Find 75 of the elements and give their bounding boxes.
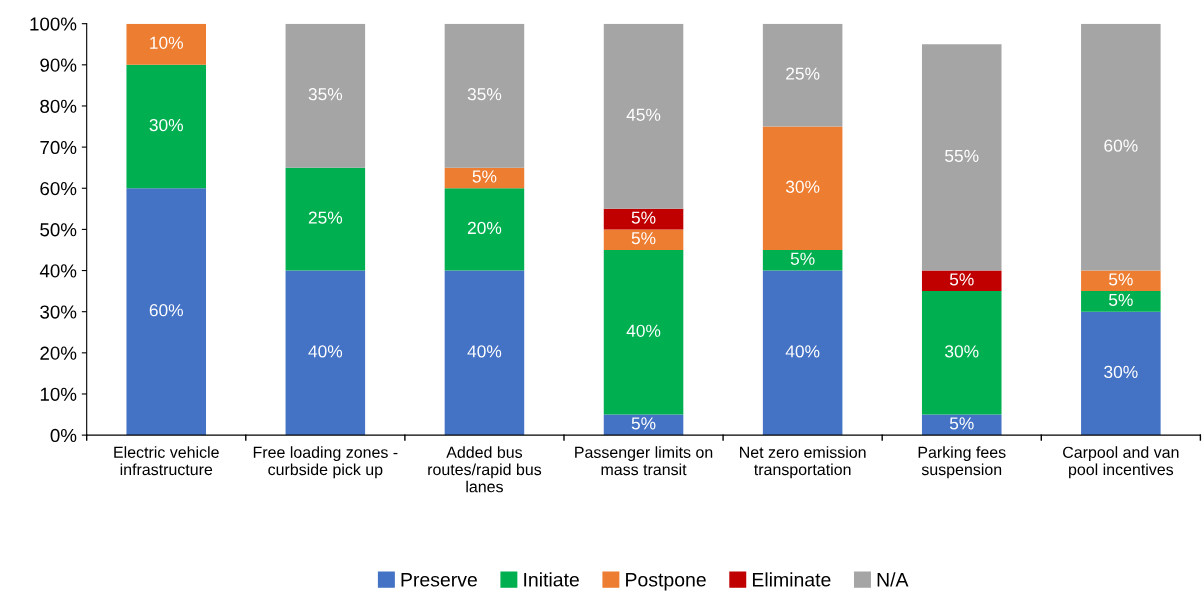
bar [921, 270, 1002, 292]
data-label: 35% [467, 88, 502, 101]
x-tick-label: Net zero emission transportation [740, 446, 866, 479]
y-tick-label: 30% [40, 305, 77, 319]
bar [1081, 311, 1161, 436]
bar [126, 23, 207, 65]
bar [921, 291, 1002, 415]
bar [444, 188, 525, 271]
bar [285, 270, 366, 436]
data-label: 30% [785, 180, 820, 193]
bar [603, 208, 684, 230]
legend-label: Initiate [524, 572, 579, 587]
data-label: 35% [308, 88, 343, 101]
y-tick-label: 40% [39, 264, 77, 278]
x-tick-label: Electric vehicle infrastructure [114, 446, 219, 476]
bar [603, 23, 684, 209]
data-label: 40% [308, 345, 343, 358]
data-label: 55% [945, 149, 979, 163]
data-label: 40% [785, 345, 820, 358]
y-tick-label: 100% [30, 17, 77, 31]
data-label: 45% [626, 108, 661, 121]
data-label: 5% [631, 417, 656, 430]
data-label: 25% [308, 211, 343, 224]
y-tick-label: 50% [40, 223, 77, 237]
bar [603, 229, 684, 250]
data-label: 5% [949, 273, 974, 286]
y-tick-label: 0% [50, 428, 77, 443]
data-label: 5% [631, 232, 656, 245]
bar [603, 249, 684, 415]
legend-label: N/A [877, 572, 909, 587]
data-label: 20% [467, 221, 502, 235]
data-label: 60% [1104, 139, 1138, 152]
data-label: 5% [631, 211, 656, 224]
bar [1081, 270, 1161, 292]
data-label: 10% [150, 36, 183, 49]
bar [126, 188, 207, 436]
data-label: 30% [945, 345, 979, 358]
bar [444, 270, 525, 436]
x-tick-label: Passenger limits on mass transit [575, 446, 713, 476]
bar [762, 126, 843, 250]
data-label: 25% [786, 67, 820, 80]
bar [126, 64, 207, 189]
bar [762, 249, 843, 271]
data-label: 30% [149, 118, 183, 132]
y-tick-label: 10% [40, 387, 77, 401]
data-label: 5% [1108, 293, 1133, 307]
bar [1081, 23, 1161, 271]
data-label: 60% [149, 304, 183, 317]
data-label: 5% [1108, 273, 1133, 286]
bar [762, 23, 843, 127]
legend-label: Preserve [401, 573, 477, 587]
x-tick-label: Carpool and van pool incentives [1063, 446, 1179, 479]
bar [285, 23, 366, 168]
data-label: 5% [472, 170, 497, 183]
y-tick-label: 90% [40, 58, 77, 72]
bar [762, 270, 843, 436]
legend-label: Postpone [626, 573, 706, 591]
data-label: 40% [467, 345, 502, 358]
legend-label: Eliminate [752, 572, 831, 587]
bar [444, 167, 525, 189]
x-tick-label: Free loading zones - curbside pick up [253, 446, 398, 479]
data-label: 30% [1104, 365, 1138, 379]
x-tick-label: Added bus routes/rapid bus lanes [428, 446, 542, 493]
y-tick-label: 20% [40, 346, 77, 360]
y-tick-label: 70% [40, 140, 77, 155]
bar [1081, 291, 1161, 312]
bar [444, 23, 525, 168]
bar [921, 44, 1002, 271]
y-tick-label: 80% [40, 99, 77, 113]
data-label: 5% [790, 252, 815, 265]
bar [285, 167, 366, 271]
data-label: 5% [949, 417, 974, 430]
x-tick-label: Parking fees suspension [918, 446, 1006, 479]
data-label: 40% [626, 324, 661, 337]
y-tick-label: 60% [40, 181, 77, 196]
